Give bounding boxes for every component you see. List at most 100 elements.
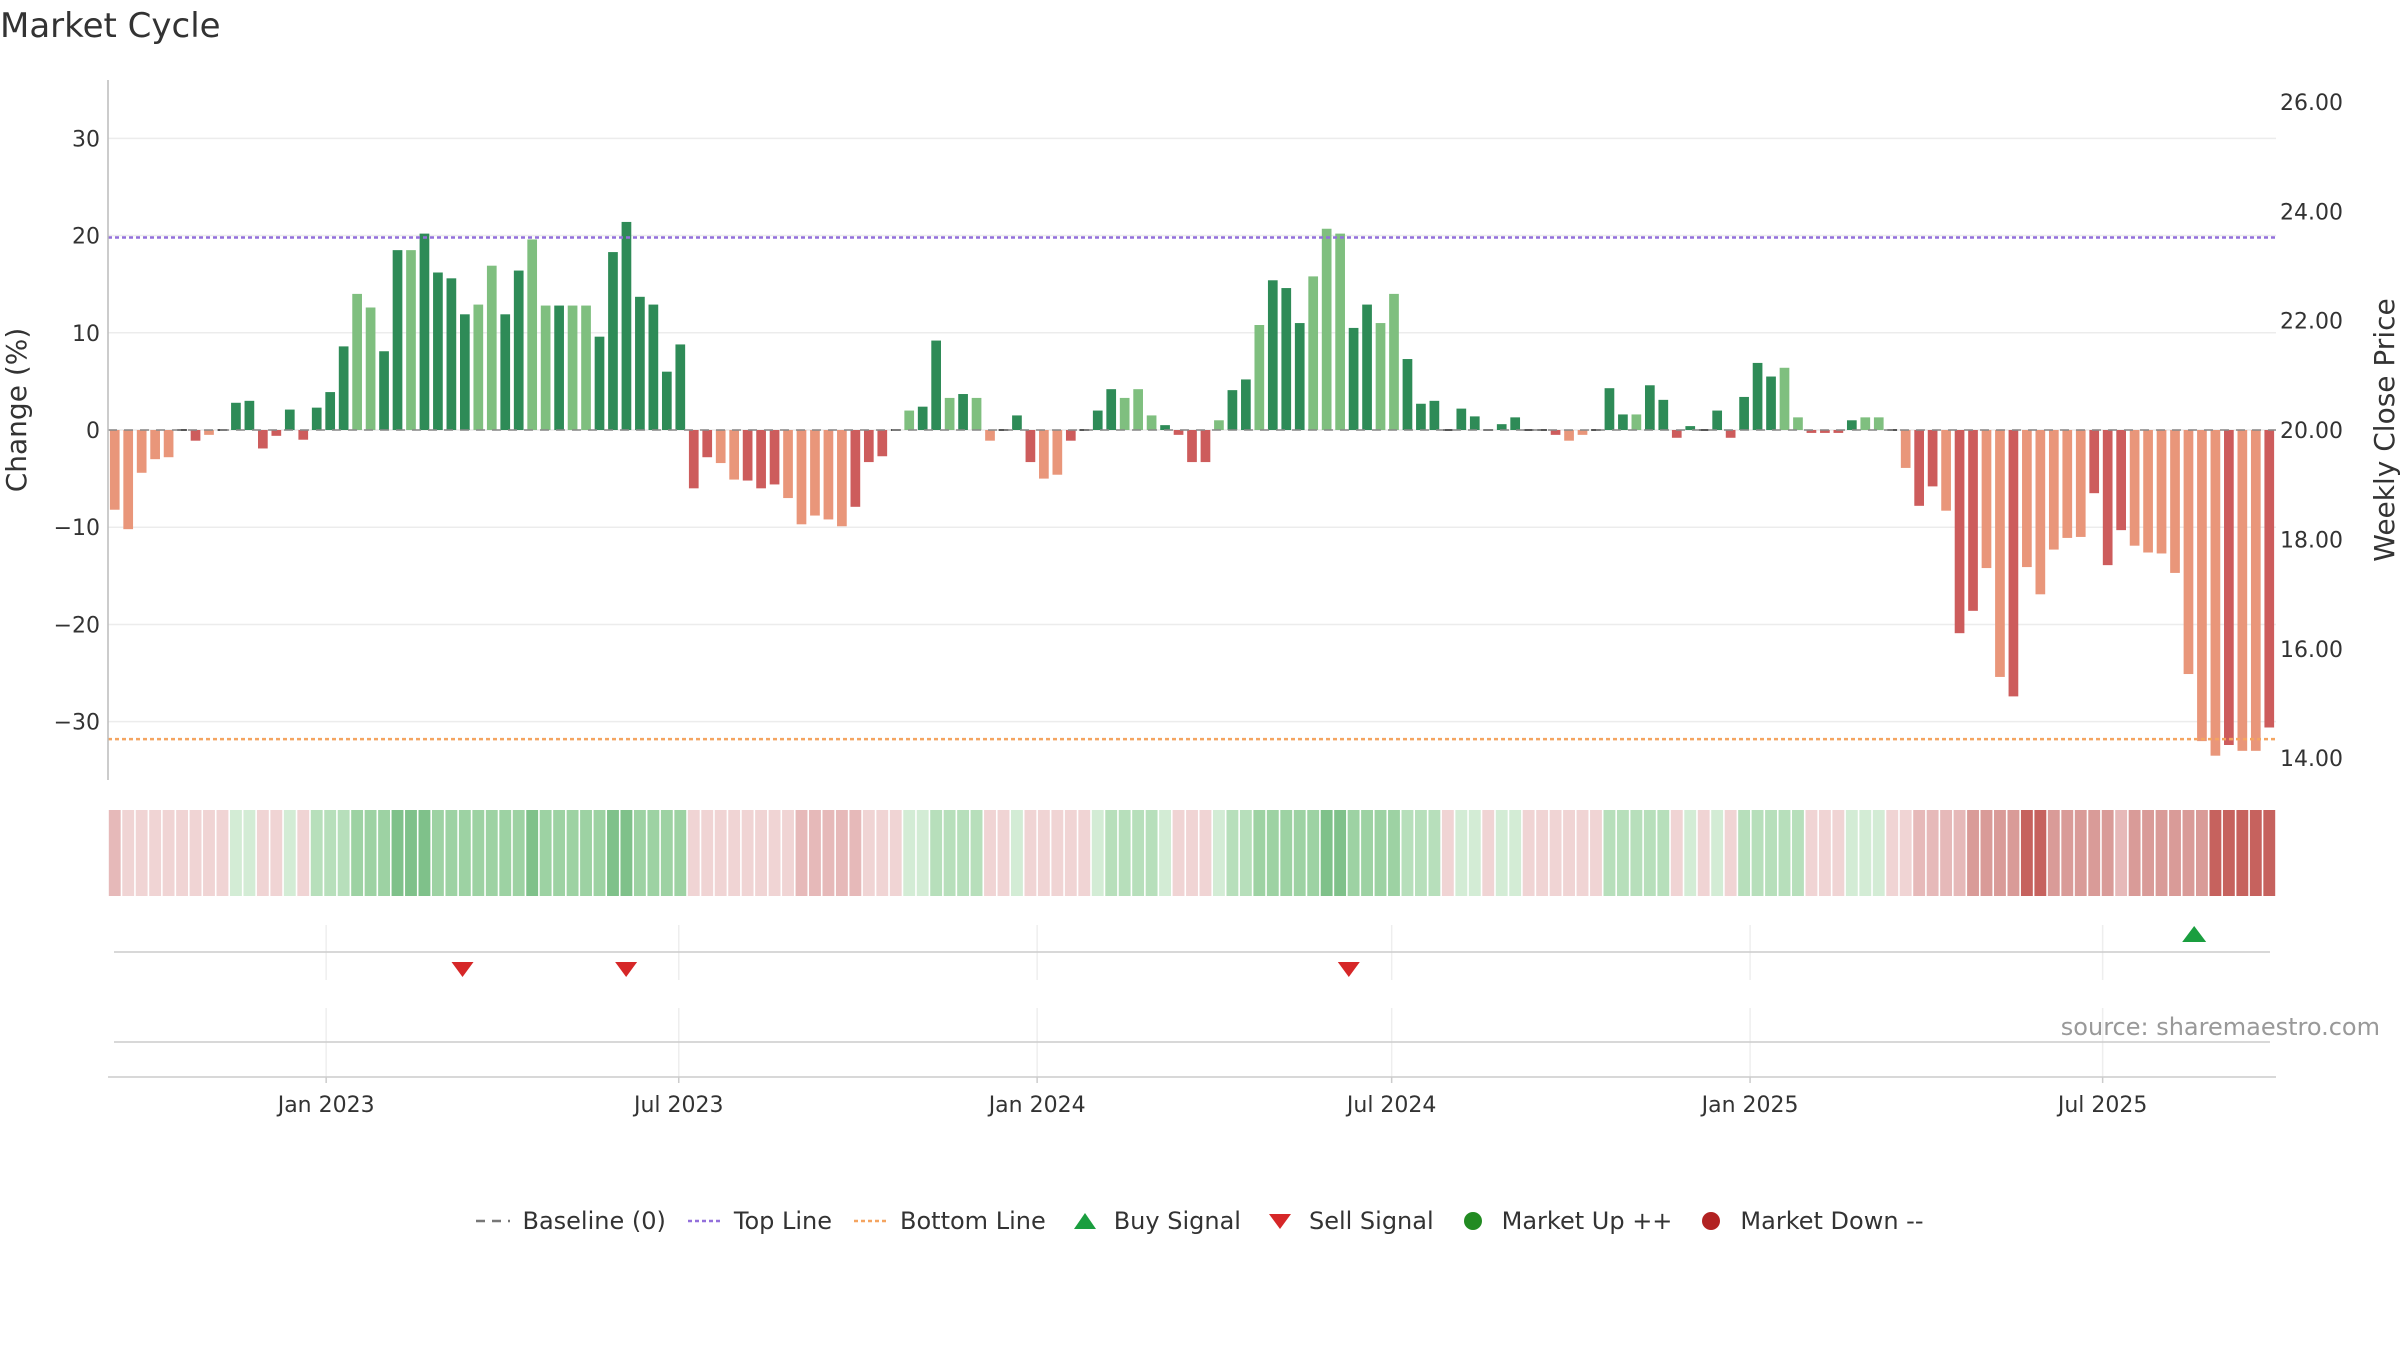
legend-market-down[interactable]: Market Down -- — [1694, 1207, 1924, 1235]
bar — [944, 397, 955, 430]
bar — [419, 233, 430, 430]
bar — [621, 221, 632, 430]
x-tick-label: Jan 2024 — [987, 1093, 1086, 1118]
strip-cell — [1468, 810, 1481, 896]
bar — [365, 307, 376, 430]
bar — [1806, 430, 1817, 433]
strip-cell — [1563, 810, 1575, 896]
strip-cell — [1199, 810, 1212, 896]
bar — [446, 278, 457, 430]
sell-signal-marker — [615, 962, 638, 977]
strip-cell — [1145, 810, 1158, 896]
y-tick-label: −30 — [54, 711, 100, 736]
bar — [1469, 416, 1480, 430]
bar — [2250, 430, 2261, 751]
strip-cell — [1051, 810, 1064, 896]
bar — [1658, 399, 1669, 430]
bar — [1308, 276, 1319, 430]
bar — [1012, 415, 1022, 430]
strip-cell — [795, 810, 808, 896]
bar — [1981, 430, 1992, 569]
bar — [1820, 430, 1830, 433]
strip-cell — [970, 810, 983, 896]
bar — [1146, 415, 1157, 430]
bar — [1362, 304, 1372, 430]
bar — [2035, 430, 2046, 595]
strip-cell — [539, 810, 552, 896]
strip-cell — [997, 810, 1010, 896]
bar — [1496, 424, 1507, 430]
signals-panel — [114, 925, 2270, 1077]
strip-cell — [1334, 810, 1347, 896]
strip-cell — [633, 810, 646, 896]
strip-cell — [1859, 810, 1872, 896]
bar — [985, 430, 995, 441]
bar — [271, 430, 282, 436]
bar — [2224, 430, 2234, 745]
y-tick-label: −20 — [54, 613, 100, 638]
strip-cell — [714, 810, 727, 896]
bar — [850, 430, 861, 507]
strip-cell — [620, 810, 633, 896]
bar — [1779, 367, 1790, 430]
bar — [2048, 430, 2059, 550]
legend-label: Sell Signal — [1308, 1207, 1434, 1235]
legend-label: Baseline (0) — [522, 1207, 666, 1235]
y-tick-label: 20 — [72, 225, 100, 250]
legend-label: Bottom Line — [900, 1207, 1046, 1235]
bar — [379, 351, 389, 430]
bar — [1793, 417, 1803, 430]
legend-sell-signal[interactable]: Sell Signal — [1263, 1207, 1434, 1235]
strip-cell — [1751, 810, 1764, 896]
bar — [971, 397, 982, 430]
strip-cell — [647, 810, 660, 896]
strip-cell — [351, 810, 364, 896]
legend-bottom-line[interactable]: Bottom Line — [854, 1207, 1046, 1235]
bar — [136, 430, 147, 473]
bar — [1591, 429, 1601, 431]
bar — [1968, 430, 1978, 611]
strip-cell — [256, 810, 269, 896]
legend-top-line[interactable]: Top Line — [687, 1207, 832, 1235]
bar — [742, 430, 753, 481]
strip-cell — [2169, 810, 2181, 896]
bar — [608, 252, 618, 430]
bar — [1564, 430, 1574, 441]
strip-cell — [445, 810, 458, 896]
strip-cell — [1293, 810, 1306, 896]
strip-cell — [364, 810, 377, 896]
bar — [837, 430, 847, 527]
legend-buy-signal[interactable]: Buy Signal — [1068, 1207, 1241, 1235]
bar — [177, 429, 187, 431]
strip-cell — [1361, 810, 1373, 896]
strip-cell — [2034, 810, 2047, 896]
bar — [1187, 430, 1197, 463]
bar — [823, 430, 834, 520]
legend-baseline[interactable]: Baseline (0) — [476, 1207, 666, 1235]
bar — [1160, 425, 1170, 430]
strip-cell — [2115, 810, 2128, 896]
strip-cell — [2236, 810, 2249, 896]
circle-icon — [1463, 1212, 1482, 1230]
strip-cell — [553, 810, 566, 896]
strip-cell — [1967, 810, 1979, 896]
y-axis-title: Change (%) — [0, 328, 33, 493]
strip-cell — [337, 810, 350, 896]
strip-cell — [1818, 810, 1831, 896]
strip-cell — [2196, 810, 2208, 896]
bar — [1698, 429, 1709, 431]
sell-signal-marker — [451, 962, 474, 977]
bar — [1941, 430, 1951, 511]
strip-cell — [580, 810, 592, 896]
strip-cell — [283, 810, 296, 896]
strip-cell — [1872, 810, 1885, 896]
strip-cell — [943, 810, 956, 896]
bar — [1752, 362, 1763, 430]
bar — [311, 407, 322, 430]
bar — [1927, 430, 1938, 487]
strip-cell — [862, 810, 875, 896]
legend-market-up[interactable]: Market Up ++ — [1456, 1207, 1672, 1235]
strip-cell — [1765, 810, 1777, 896]
legend: Baseline (0) Top Line Bottom Line Buy Si… — [0, 1207, 2400, 1235]
strip-cell — [176, 810, 188, 896]
